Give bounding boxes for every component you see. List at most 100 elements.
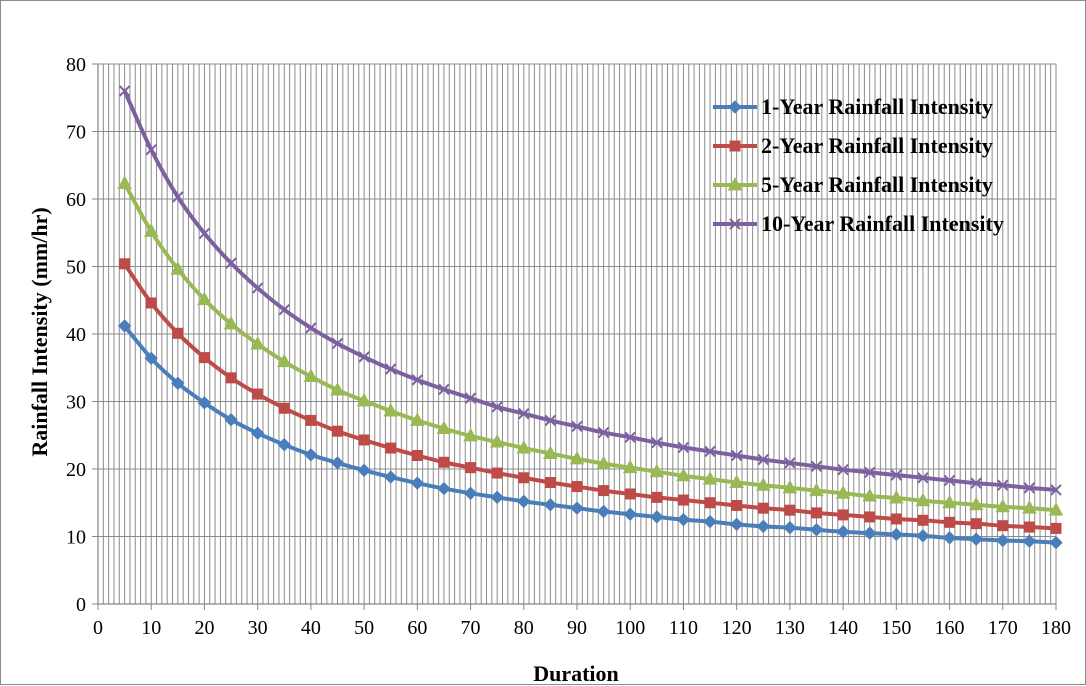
y-tick-label: 50	[66, 257, 86, 279]
data-point	[571, 481, 583, 493]
y-tick-label: 0	[76, 594, 86, 616]
data-point	[543, 445, 558, 459]
x-marker-stroke	[198, 227, 211, 240]
data-point	[491, 467, 503, 479]
data-point	[995, 498, 1011, 513]
data-point	[252, 388, 264, 400]
data-point	[385, 442, 397, 454]
data-point	[704, 445, 716, 458]
x-marker-stroke	[278, 303, 290, 316]
x-marker-stroke	[145, 144, 157, 156]
data-point	[729, 517, 744, 532]
data-point	[305, 414, 317, 426]
data-point	[624, 431, 636, 443]
data-point	[836, 525, 850, 539]
data-point	[118, 85, 131, 97]
x-marker-stroke	[305, 322, 317, 334]
data-point	[783, 521, 797, 535]
x-tick-label: 30	[248, 617, 268, 639]
data-point	[835, 485, 851, 499]
legend-marker	[729, 140, 741, 152]
x-marker-stroke	[385, 363, 397, 375]
x-marker-stroke	[730, 449, 743, 462]
data-point	[651, 436, 663, 449]
data-point	[757, 453, 769, 466]
data-point	[837, 463, 849, 476]
y-tick-label: 20	[66, 459, 86, 481]
x-marker-stroke	[704, 445, 716, 458]
data-point	[676, 467, 691, 482]
data-point	[837, 509, 849, 521]
data-point	[331, 337, 344, 350]
data-point	[516, 440, 532, 454]
x-tick-label: 50	[354, 617, 374, 639]
data-point	[304, 448, 318, 462]
x-marker-stroke	[757, 453, 769, 466]
data-point	[1049, 535, 1063, 550]
data-point	[385, 363, 397, 375]
x-marker-stroke	[624, 431, 636, 443]
data-point	[970, 518, 982, 530]
x-marker-stroke	[890, 469, 903, 481]
series-line	[122, 262, 1057, 531]
x-marker-stroke	[784, 457, 796, 469]
x-tick-label: 150	[881, 617, 911, 639]
data-point	[172, 191, 184, 203]
data-point	[225, 257, 237, 269]
data-point	[623, 507, 637, 521]
x-marker-stroke	[438, 383, 450, 396]
data-point	[968, 496, 984, 511]
data-point	[438, 456, 450, 468]
x-marker-stroke	[172, 191, 184, 203]
data-point	[170, 261, 186, 275]
data-point	[942, 494, 957, 509]
data-point	[649, 463, 665, 478]
data-point	[409, 412, 425, 426]
legend-label: 10-Year Rainfall Intensity	[761, 211, 1004, 236]
data-point	[757, 502, 769, 514]
x-marker-stroke	[864, 466, 876, 479]
legend-item-3: 5-Year Rainfall Intensity	[713, 172, 993, 197]
data-point	[809, 482, 824, 497]
series-4	[118, 85, 1062, 496]
data-point	[383, 402, 399, 417]
legend-item-4: 10-Year Rainfall Intensity	[713, 211, 1004, 236]
data-point	[1048, 502, 1064, 516]
data-point	[809, 523, 824, 537]
data-point	[358, 351, 370, 363]
legend-item-2: 2-Year Rainfall Intensity	[713, 133, 993, 158]
data-point	[224, 413, 238, 427]
data-point	[756, 519, 770, 534]
data-point	[119, 258, 131, 270]
data-point	[436, 420, 452, 434]
x-marker-stroke	[464, 392, 477, 404]
data-point	[863, 526, 877, 540]
data-point	[942, 531, 957, 545]
data-point	[890, 513, 902, 525]
x-marker-stroke	[411, 374, 424, 386]
legend-marker	[727, 176, 743, 191]
data-point	[250, 336, 266, 350]
data-point	[943, 474, 956, 487]
x-marker-stroke	[997, 479, 1009, 491]
x-marker-stroke	[331, 337, 344, 350]
data-point	[198, 227, 211, 240]
data-point	[251, 282, 264, 294]
x-tick-label: 40	[301, 617, 321, 639]
data-point	[704, 497, 716, 509]
x-tick-label: 10	[141, 617, 161, 639]
data-point	[225, 372, 237, 384]
data-point	[1050, 522, 1062, 534]
legend-label: 2-Year Rainfall Intensity	[761, 133, 993, 158]
data-point	[277, 437, 291, 452]
data-point	[145, 144, 157, 156]
data-point	[969, 532, 983, 546]
legend-label: 5-Year Rainfall Intensity	[761, 172, 993, 197]
data-point	[862, 487, 878, 502]
data-point	[437, 481, 451, 496]
data-point	[702, 471, 718, 485]
x-tick-label: 100	[615, 617, 645, 639]
x-tick-label: 140	[828, 617, 858, 639]
y-tick-label: 30	[66, 392, 86, 414]
